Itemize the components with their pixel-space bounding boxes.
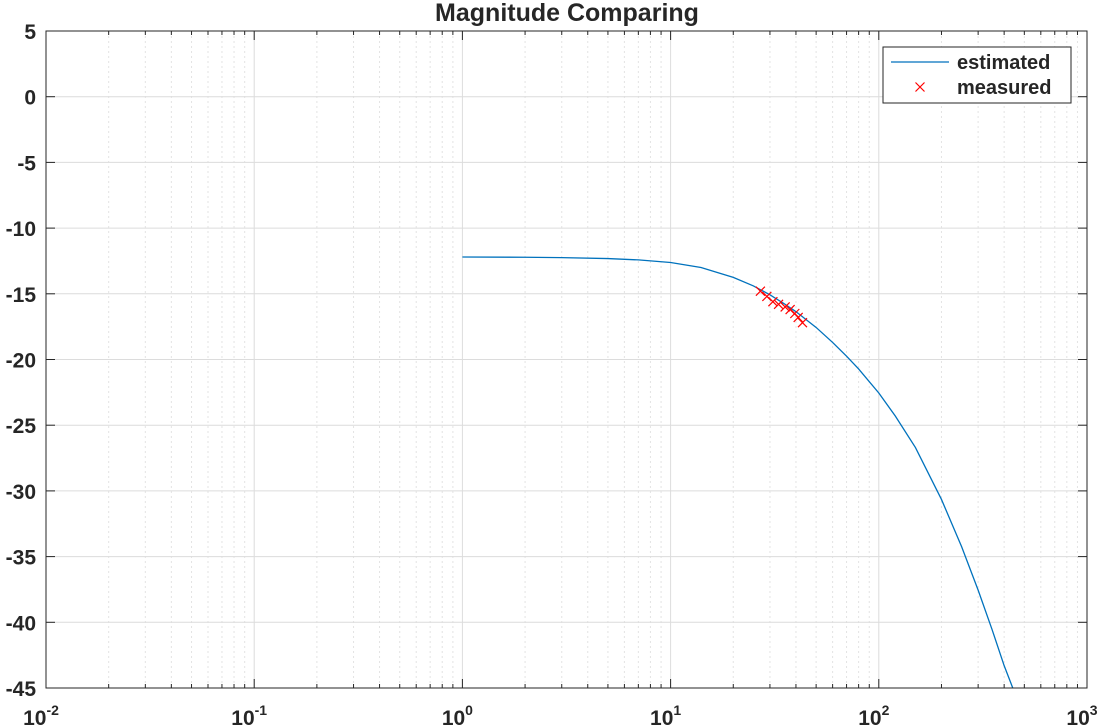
series-layer — [462, 256, 1014, 688]
series-line-estimated — [462, 256, 1014, 688]
chart-title: Magnitude Comparing — [435, 0, 699, 27]
y-tick-label: -45 — [6, 678, 37, 701]
x-tick-label: 10-1 — [231, 702, 267, 726]
marker-measured — [773, 299, 784, 310]
y-tick-label: 5 — [24, 21, 36, 44]
marker-measured — [755, 286, 766, 297]
y-tick-label: -35 — [6, 547, 37, 570]
x-tick-label: 101 — [650, 702, 681, 726]
y-tick-label: -40 — [6, 612, 36, 635]
marker-measured — [797, 317, 808, 328]
tick-marks — [45, 30, 1088, 689]
marker-measured — [793, 312, 804, 323]
y-tick-label: 0 — [24, 87, 36, 110]
y-tick-label: -15 — [6, 284, 37, 307]
y-tick-label: -10 — [6, 218, 36, 241]
y-tick-labels: 5 0 -5 -10 -15 -20 -25 -30 -35 -40 -45 — [6, 21, 37, 701]
y-tick-label: -25 — [6, 415, 37, 438]
x-tick-label: 102 — [858, 702, 889, 726]
x-tick-label: 10-2 — [23, 702, 59, 726]
legend-box — [882, 46, 1072, 104]
y-tick-label: -5 — [17, 152, 36, 175]
x-tick-label: 100 — [442, 702, 473, 726]
legend-marker-swatch — [915, 82, 925, 92]
marker-measured — [767, 296, 778, 307]
legend-label: measured — [957, 77, 1052, 99]
legend: estimated measured — [882, 46, 1072, 104]
marker-measured — [780, 302, 791, 312]
legend-label: estimated — [957, 52, 1050, 74]
x-tick-label: 103 — [1066, 702, 1097, 726]
y-tick-label: -20 — [6, 350, 36, 373]
x-tick-labels: 10-2 10-1 100 101 102 103 — [23, 702, 1098, 726]
y-tick-label: -30 — [6, 481, 36, 504]
